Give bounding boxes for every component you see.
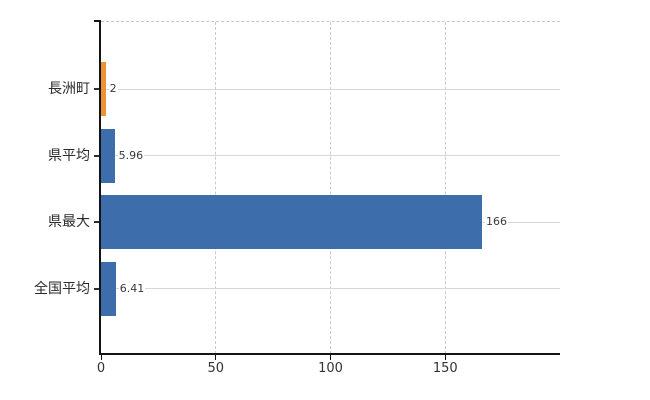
gridline-vertical [330,22,331,354]
category-tick [94,287,100,290]
plot-top-border [101,21,560,22]
category-tick [94,88,100,90]
category-label: 全国平均 [34,280,90,297]
category-tick [94,221,100,223]
bar [101,261,116,316]
x-axis-tick [100,355,102,360]
bar-value-label: 166 [484,215,508,229]
gridline-horizontal [101,288,560,289]
y-axis-top-tick [94,20,101,22]
category-tick [94,154,100,157]
x-axis-tick [444,355,446,360]
x-axis-tick-label: 150 [432,361,458,376]
gridline-horizontal [101,155,560,156]
y-axis [99,21,101,355]
bar [101,62,106,116]
x-axis-tick-label: 0 [96,361,106,376]
x-axis-tick [215,355,217,360]
category-label: 県平均 [48,147,90,164]
category-label: 長洲町 [48,81,90,97]
x-axis-tick [330,355,331,360]
gridline-vertical [444,22,446,354]
gridline-horizontal [101,88,560,90]
bar-value-label: 5.96 [117,148,145,163]
x-axis-tick-label: 50 [207,361,225,376]
bar-value-label: 2 [108,82,118,96]
gridline-vertical [215,22,217,354]
bar-value-label: 6.41 [118,281,146,296]
bar [101,195,482,249]
category-label: 県最大 [48,214,90,230]
x-axis [99,353,560,355]
bar [101,128,115,183]
x-axis-tick-label: 100 [318,361,343,376]
